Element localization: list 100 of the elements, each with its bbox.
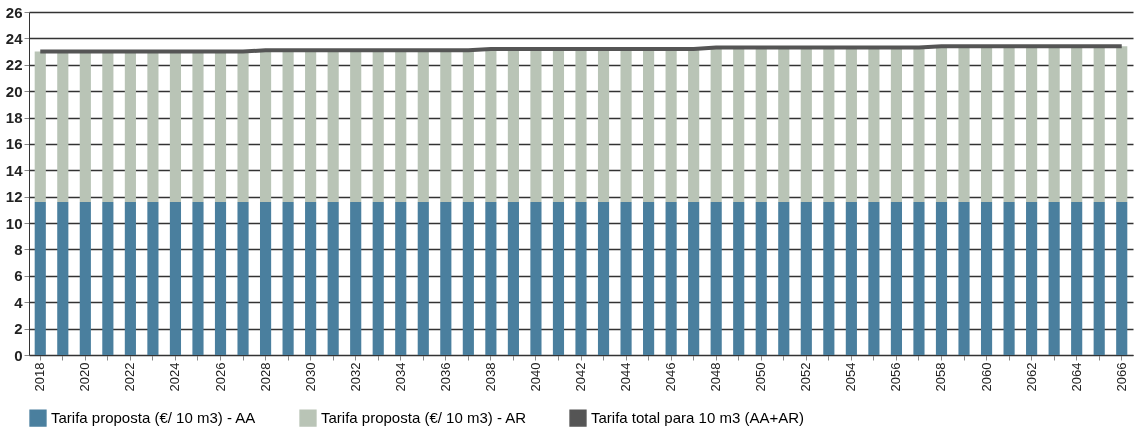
x-tick-label: 2050: [753, 362, 769, 392]
x-tick-label: 2018: [32, 362, 48, 392]
bar: [102, 51, 114, 202]
bar: [890, 201, 902, 355]
y-tick-label: 10: [5, 214, 23, 232]
bar: [124, 51, 136, 202]
y-tick-label: 12: [5, 188, 23, 206]
bar: [1071, 201, 1083, 355]
bar: [845, 47, 857, 202]
y-tick-label: 18: [5, 109, 23, 127]
y-tick-label: 16: [5, 135, 23, 153]
bar: [552, 201, 565, 355]
bar: [57, 51, 69, 202]
x-tick-label: 2038: [482, 362, 498, 392]
y-tick-label: 0: [14, 346, 23, 364]
bar: [1093, 46, 1105, 202]
bar: [440, 50, 452, 202]
bar: [597, 48, 610, 202]
bar: [980, 201, 993, 355]
bar: [1071, 46, 1083, 202]
bar: [778, 201, 790, 355]
legend-label: Tarifa total para 10 m3 (AA+AR): [591, 409, 805, 427]
bar: [733, 47, 745, 202]
bar: [192, 51, 204, 202]
y-tick-label: 22: [5, 56, 23, 74]
x-tick-label: 2022: [122, 362, 138, 392]
bar: [845, 201, 857, 355]
bar: [935, 201, 948, 355]
bar: [169, 201, 182, 355]
bar: [34, 51, 46, 202]
bar: [79, 201, 91, 355]
bar: [462, 201, 474, 355]
bar: [237, 201, 249, 355]
bar: [913, 201, 925, 355]
y-tick-label: 6: [14, 267, 23, 285]
x-tick-label: 2030: [302, 362, 318, 392]
bar: [620, 201, 632, 355]
bar: [688, 201, 700, 355]
bar: [395, 201, 407, 355]
bar: [823, 47, 835, 202]
bar: [192, 201, 204, 355]
y-tick-label: 14: [5, 161, 24, 179]
x-tick-label: 2026: [212, 362, 228, 392]
y-tick-label: 24: [5, 29, 24, 47]
x-tick-label: 2028: [257, 362, 273, 392]
bar: [507, 201, 519, 355]
bar: [823, 201, 835, 355]
bar: [485, 48, 497, 202]
bar: [350, 50, 362, 202]
bar: [868, 201, 880, 355]
x-tick-label: 2020: [77, 362, 93, 392]
x-tick-label: 2064: [1068, 362, 1084, 392]
bar: [1093, 201, 1105, 355]
x-tick-label: 2060: [978, 362, 994, 392]
y-tick-label: 4: [14, 293, 24, 311]
legend-label: Tarifa proposta (€/ 10 m3) - AR: [321, 409, 527, 427]
bar: [147, 51, 159, 202]
bar: [1026, 201, 1038, 355]
bar: [102, 201, 114, 355]
bar: [34, 201, 46, 355]
bar: [169, 51, 182, 202]
y-tick-label: 8: [14, 240, 23, 258]
bar: [440, 201, 452, 355]
x-tick-label: 2040: [527, 362, 543, 392]
bar: [935, 46, 948, 202]
bar: [1116, 201, 1128, 355]
bar: [1003, 46, 1015, 202]
y-tick-label: 2: [14, 320, 23, 338]
bar: [597, 201, 610, 355]
bar: [710, 201, 722, 355]
bar: [507, 48, 519, 202]
bar: [755, 201, 767, 355]
bar: [372, 201, 384, 355]
x-tick-label: 2054: [843, 362, 859, 392]
x-tick-label: 2046: [663, 362, 679, 392]
bar: [485, 201, 497, 355]
x-tick-label: 2044: [618, 362, 634, 392]
bar: [237, 51, 249, 202]
x-tick-label: 2034: [392, 362, 408, 392]
bar: [282, 201, 294, 355]
bar: [1026, 46, 1038, 202]
bar: [643, 48, 655, 202]
bar: [620, 48, 632, 202]
bar: [575, 48, 587, 202]
y-tick-label: 26: [5, 3, 23, 21]
y-tick-label: 20: [5, 82, 23, 100]
bar: [710, 47, 722, 202]
bar: [260, 50, 272, 202]
bar: [57, 201, 69, 355]
bar: [778, 47, 790, 202]
bar: [417, 201, 429, 355]
bar: [395, 50, 407, 202]
x-tick-label: 2042: [573, 362, 588, 392]
x-tick-label: 2056: [888, 362, 904, 392]
bar: [958, 46, 970, 202]
bar: [1048, 46, 1060, 202]
bar: [733, 201, 745, 355]
bar: [282, 50, 294, 202]
bar: [552, 48, 565, 202]
bar: [305, 201, 317, 355]
